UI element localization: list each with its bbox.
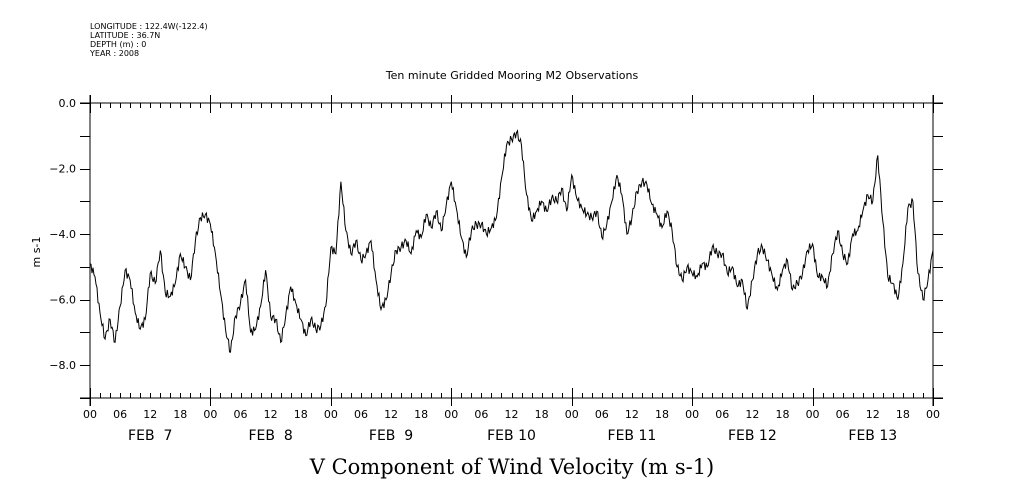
x-hour-label: 12 — [264, 408, 278, 421]
x-hour-label: 00 — [565, 408, 579, 421]
x-hour-label: 18 — [775, 408, 789, 421]
x-hour-label: 00 — [324, 408, 338, 421]
y-tick-label: 0.0 — [59, 97, 77, 110]
meta-year: YEAR : 2008 — [90, 49, 140, 58]
x-hour-label: 00 — [806, 408, 820, 421]
x-hour-label: 12 — [505, 408, 519, 421]
x-hour-label: 12 — [745, 408, 759, 421]
x-hour-label: 00 — [685, 408, 699, 421]
x-hour-label: 00 — [926, 408, 940, 421]
y-axis-label: m s-1 — [30, 237, 43, 268]
x-hour-label: 06 — [715, 408, 729, 421]
plot-title: Ten minute Gridded Mooring M2 Observatio… — [385, 69, 639, 82]
x-hour-label: 12 — [143, 408, 157, 421]
x-hour-label: 12 — [384, 408, 398, 421]
x-hour-label: 00 — [83, 408, 97, 421]
x-day-label: FEB 7 — [128, 428, 172, 444]
x-hour-label: 18 — [294, 408, 308, 421]
x-hour-label: 18 — [655, 408, 669, 421]
x-day-label: FEB 10 — [487, 428, 536, 444]
x-hour-label: 00 — [444, 408, 458, 421]
y-tick-label: −2.0 — [49, 163, 76, 176]
x-hour-label: 06 — [113, 408, 127, 421]
x-hour-label: 18 — [173, 408, 187, 421]
x-day-label: FEB 9 — [369, 428, 413, 444]
series-group — [89, 129, 934, 353]
x-hour-label: 18 — [535, 408, 549, 421]
x-hour-label: 12 — [625, 408, 639, 421]
meta-depth: DEPTH (m) : 0 — [90, 40, 147, 49]
y-tick-label: −6.0 — [49, 294, 76, 307]
metadata-block: LONGITUDE : 122.4W(-122.4) LATITUDE : 36… — [90, 22, 208, 58]
x-hour-label: 06 — [354, 408, 368, 421]
x-day-label: FEB 8 — [248, 428, 292, 444]
meta-latitude: LATITUDE : 36.7N — [90, 31, 161, 40]
x-day-label: FEB 13 — [848, 428, 897, 444]
x-hour-label: 18 — [896, 408, 910, 421]
meta-longitude: LONGITUDE : 122.4W(-122.4) — [90, 22, 208, 31]
x-day-label: FEB 12 — [728, 428, 777, 444]
axes — [80, 95, 943, 406]
x-hour-label: 06 — [474, 408, 488, 421]
ticks — [80, 95, 943, 406]
main-title: V Component of Wind Velocity (m s-1) — [309, 455, 715, 479]
series-line-v — [89, 129, 934, 353]
x-hour-label: 06 — [234, 408, 248, 421]
x-hour-label: 06 — [595, 408, 609, 421]
x-day-label: FEB 11 — [608, 428, 657, 444]
y-tick-label: −8.0 — [49, 359, 76, 372]
x-hour-label: 18 — [414, 408, 428, 421]
x-hour-label: 00 — [203, 408, 217, 421]
x-hour-label: 12 — [866, 408, 880, 421]
tick-labels: 0.0 −2.0 −4.0 −6.0 −8.0 00 06 12 18 00 06 12 18 00 06 1… — [49, 97, 940, 444]
x-hour-label: 06 — [836, 408, 850, 421]
y-tick-label: −4.0 — [49, 228, 76, 241]
